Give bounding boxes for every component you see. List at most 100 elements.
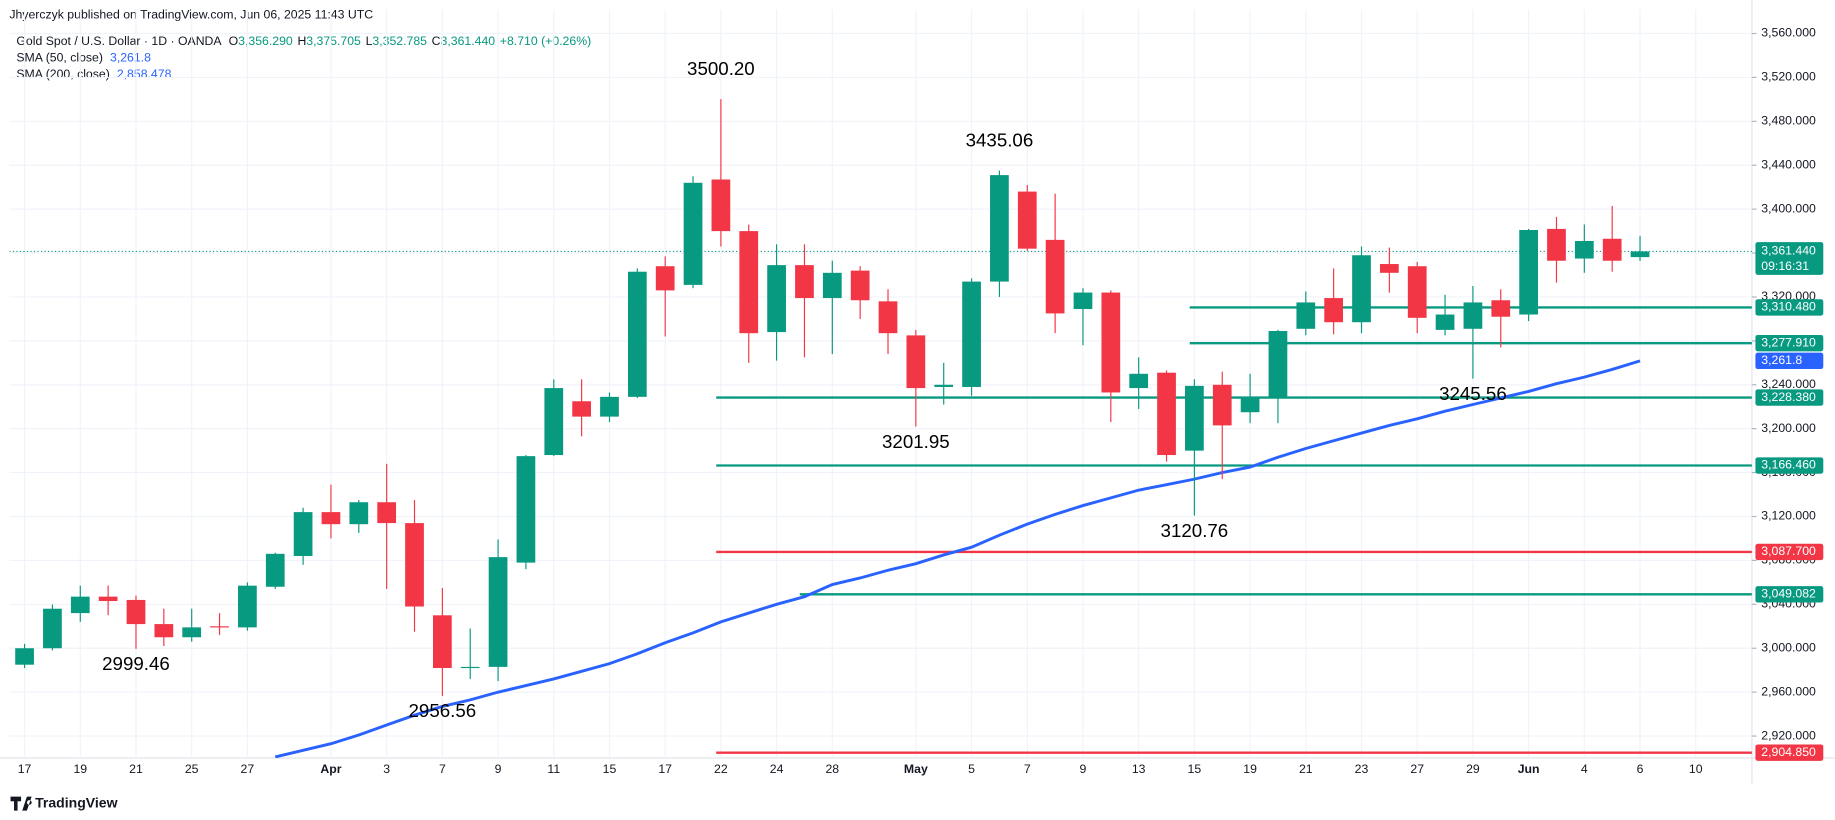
candle-body	[433, 615, 452, 668]
sma-value: 3,261.8	[110, 51, 151, 65]
level-label: 3,166.460	[1761, 458, 1816, 472]
candle-body	[488, 557, 508, 667]
candle-body	[1379, 264, 1399, 273]
candle-body	[1491, 300, 1511, 317]
y-tick-label: 3,560.000	[1761, 26, 1816, 40]
candle-body	[1324, 298, 1344, 323]
x-tick-label: 28	[825, 762, 839, 776]
x-tick-label: 15	[1188, 762, 1202, 776]
x-tick-label: 13	[1132, 762, 1146, 776]
x-tick-label: 29	[1466, 762, 1480, 776]
candle-body	[182, 627, 202, 638]
x-tick-label: 10	[1689, 762, 1703, 776]
y-tick-label: 3,120.000	[1761, 509, 1816, 523]
candle-body	[377, 502, 397, 524]
ohlc-value: 3,352.785	[372, 34, 427, 48]
x-tick-label: 11	[547, 762, 560, 776]
x-tick-label: 5	[968, 762, 975, 776]
candle-body	[321, 512, 341, 525]
level-label-bg	[1755, 334, 1824, 352]
candle-body	[1435, 314, 1455, 330]
level-label: 3,277.910	[1761, 335, 1816, 349]
candle-body	[1602, 238, 1622, 261]
y-tick-label: 3,480.000	[1761, 114, 1816, 128]
level-label-bg	[1755, 744, 1824, 761]
ohlc-change: +8.710 (+0.26%)	[500, 34, 591, 48]
last-price-label: 3,361.440	[1761, 244, 1816, 258]
ohlc-key: H	[297, 34, 306, 48]
brand-name: TradingView	[35, 794, 117, 810]
brand-logo	[10, 796, 32, 811]
candle-body	[544, 388, 564, 456]
level-label: 3,310.480	[1761, 300, 1816, 314]
candle-body	[98, 596, 118, 602]
annotation: 3120.76	[1161, 520, 1229, 541]
annotation: 2999.46	[102, 653, 170, 674]
candle-body	[822, 272, 842, 299]
x-tick-label: 6	[1637, 762, 1644, 776]
annotation: 2956.56	[409, 700, 477, 721]
x-tick-label: 7	[1024, 762, 1031, 776]
candle-body	[154, 624, 174, 638]
sma-line	[274, 359, 1641, 759]
x-tick-label: 3	[383, 762, 390, 776]
candle-body	[265, 553, 285, 587]
candle-body	[627, 271, 647, 397]
x-tick-label: 21	[129, 762, 143, 776]
candle-body	[1268, 330, 1288, 397]
x-tick-label: May	[904, 762, 928, 776]
candle-body	[1463, 302, 1483, 329]
candle-body	[405, 523, 424, 607]
sma200-name: SMA (200, close)	[16, 67, 109, 81]
level-label: 2,904.850	[1761, 745, 1816, 759]
y-tick-label: 3,400.000	[1761, 201, 1816, 215]
y-tick-label: 3,520.000	[1761, 70, 1816, 84]
annotation: 3245.56	[1439, 383, 1507, 404]
candle-body	[962, 281, 981, 387]
candle-body	[1017, 191, 1037, 249]
y-tick-label: 3,000.000	[1761, 640, 1816, 654]
annotation: 3435.06	[966, 129, 1034, 150]
x-tick-label: 15	[603, 762, 617, 776]
candle-body	[15, 648, 34, 665]
candle-body	[934, 384, 954, 387]
sma-label: 3,261.8	[1761, 353, 1802, 367]
x-tick-label: Jun	[1518, 762, 1540, 776]
candle-body	[1157, 372, 1176, 456]
candle-body	[655, 266, 675, 291]
ohlc-key: O	[229, 34, 239, 48]
level-label-bg	[1755, 389, 1824, 406]
x-tick-label: 22	[714, 762, 728, 776]
y-tick-label: 3,440.000	[1761, 157, 1816, 171]
candle-body	[1101, 292, 1121, 393]
x-tick-label: 9	[495, 762, 502, 776]
y-tick-label: 2,920.000	[1761, 728, 1816, 742]
candle-body	[1630, 251, 1650, 258]
level-label-bg	[1755, 586, 1824, 603]
candle-body	[878, 301, 898, 334]
x-tick-label: 17	[658, 762, 672, 776]
candle-body	[1073, 292, 1093, 310]
candle-body	[1185, 385, 1204, 451]
candle-body	[1296, 302, 1316, 329]
symbol-name: Gold Spot / U.S. Dollar · 1D · OANDA	[16, 34, 222, 48]
candle-body	[43, 608, 62, 649]
candle-body	[460, 666, 480, 669]
candle-body	[1407, 266, 1427, 318]
candle-body	[600, 396, 619, 417]
candle-body	[1352, 255, 1371, 323]
level-label: 3,049.082	[1761, 587, 1816, 601]
sma200-legend: SMA (200, close) 2,858.478	[16, 67, 171, 81]
candle-body	[293, 512, 313, 557]
candle-body	[850, 270, 870, 301]
annotation: 3201.95	[882, 431, 950, 452]
y-tick-label: 2,960.000	[1761, 684, 1816, 698]
x-tick-label: 19	[73, 762, 87, 776]
x-tick-label: 17	[18, 762, 32, 776]
ohlc: O3,356.290 H3,375.705 L3,352.785 C3,361.440…	[229, 34, 592, 48]
candle-body	[1212, 384, 1232, 426]
candle-body	[1045, 239, 1065, 314]
